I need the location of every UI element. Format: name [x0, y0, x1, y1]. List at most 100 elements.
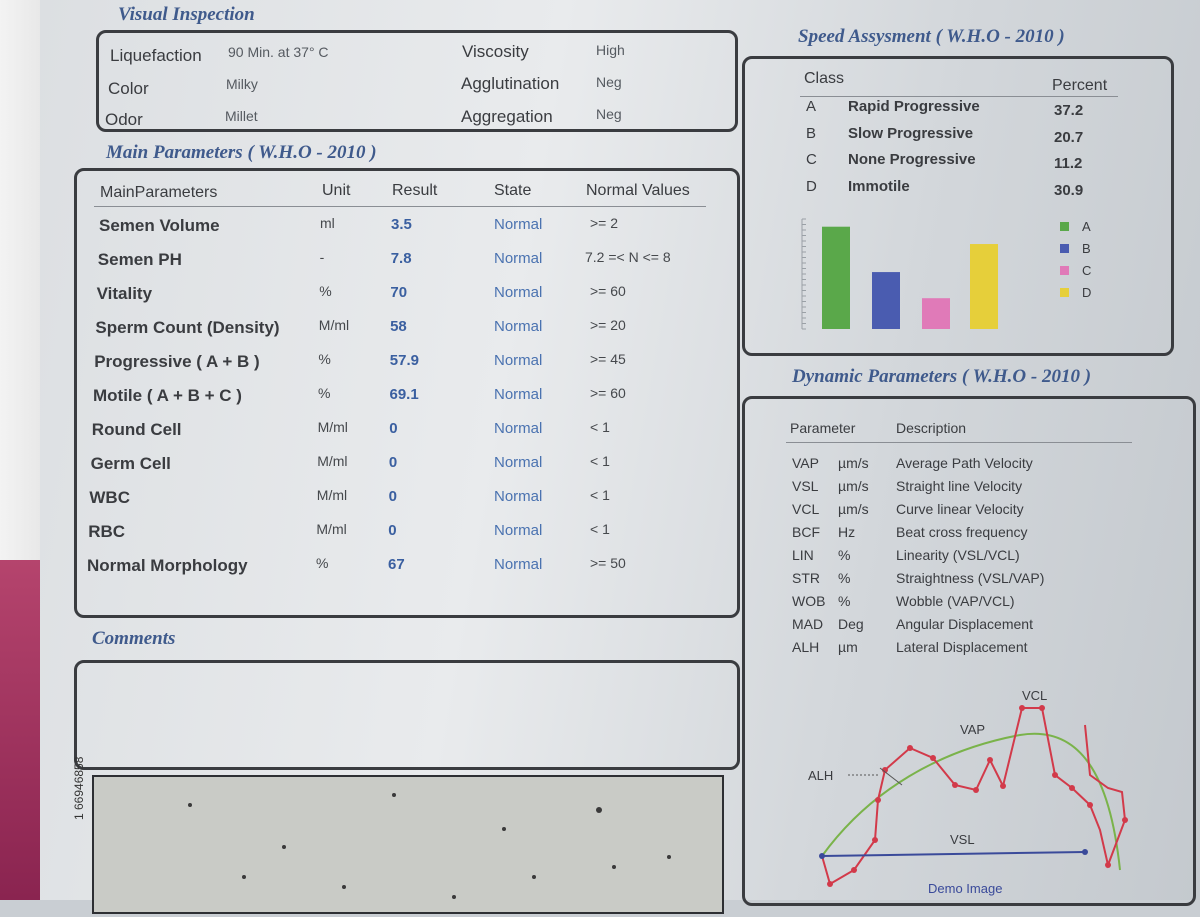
dynamic-param-code: VSL — [792, 478, 819, 494]
param-result: 0 — [388, 522, 397, 539]
dynamic-param-unit: µm/s — [838, 501, 869, 517]
param-unit: M/ml — [316, 521, 347, 537]
param-result: 3.5 — [391, 216, 412, 233]
speed-header-divider — [800, 96, 1118, 97]
speed-class-percent: 20.7 — [1054, 128, 1084, 146]
param-unit: % — [316, 555, 329, 571]
param-unit: M/ml — [317, 453, 348, 469]
dynamic-param-code: LIN — [792, 547, 814, 563]
param-state: Normal — [494, 522, 543, 539]
microscope-specks — [188, 793, 671, 899]
class-header: Class — [804, 70, 845, 87]
param-unit: % — [318, 385, 331, 401]
param-result: 0 — [388, 488, 397, 505]
alh-label: ALH — [808, 768, 833, 783]
vcl-point — [1087, 802, 1093, 808]
vcl-point — [882, 767, 888, 773]
description-header: Description — [896, 420, 967, 436]
main-parameters-title: Main Parameters ( W.H.O - 2010 ) — [106, 142, 377, 163]
visual-inspection-title: Visual Inspection — [118, 4, 255, 25]
bar-b — [872, 272, 900, 329]
param-normal-value: < 1 — [590, 487, 610, 503]
param-normal-value: < 1 — [590, 453, 610, 469]
header-divider — [94, 206, 706, 207]
param-result: 67 — [388, 556, 405, 573]
param-state: Normal — [494, 216, 543, 233]
color-label: Color — [108, 79, 149, 98]
dynamic-header-divider — [786, 442, 1132, 443]
vcl-point — [827, 881, 833, 887]
param-normal-value: >= 45 — [590, 351, 626, 367]
agglutination-label: Agglutination — [461, 74, 560, 93]
comments-title: Comments — [92, 628, 176, 649]
header-result: Result — [392, 182, 438, 199]
dynamic-param-description: Wobble (VAP/VCL) — [896, 593, 1015, 609]
header-unit: Unit — [322, 182, 351, 199]
motion-diagram: VCL VAP ALH VSL Demo Image — [808, 688, 1128, 896]
speck — [342, 885, 346, 889]
dynamic-param-unit: % — [838, 593, 851, 609]
dynamic-param-unit: Deg — [838, 616, 864, 632]
header-mainparameters: MainParameters — [100, 184, 218, 201]
dynamic-parameters-title: Dynamic Parameters ( W.H.O - 2010 ) — [792, 366, 1092, 387]
param-name: RBC — [88, 522, 126, 541]
speed-class-label: None Progressive — [848, 151, 976, 168]
serial-number: 1 66946858 — [72, 756, 86, 820]
param-normal-value: >= 60 — [590, 283, 626, 299]
speed-class-percent: 37.2 — [1054, 102, 1084, 119]
param-result: 58 — [390, 318, 407, 335]
speed-class-percent: 30.9 — [1054, 181, 1084, 199]
comments-box — [74, 660, 740, 770]
vcl-point — [987, 757, 993, 763]
param-name: Progressive ( A + B ) — [94, 352, 260, 371]
vcl-point — [930, 755, 936, 761]
vcl-point — [851, 867, 857, 873]
dynamic-param-description: Lateral Displacement — [896, 639, 1028, 655]
dynamic-param-code: BCF — [792, 524, 820, 540]
speed-class-code: A — [806, 98, 817, 115]
speed-class-label: Immotile — [848, 177, 910, 195]
vsl-end — [1082, 849, 1088, 855]
param-state: Normal — [494, 488, 543, 505]
dynamic-param-unit: % — [838, 547, 851, 563]
param-result: 57.9 — [389, 352, 419, 369]
vcl-points — [827, 705, 1128, 887]
param-name: Semen Volume — [99, 216, 220, 235]
speed-class-label: Slow Progressive — [848, 124, 974, 142]
dynamic-param-description: Average Path Velocity — [896, 455, 1033, 471]
param-unit: M/ml — [316, 487, 348, 503]
vsl-line — [821, 851, 1086, 857]
dynamic-param-description: Angular Displacement — [896, 616, 1033, 632]
param-normal-value: >= 50 — [590, 555, 626, 571]
bar-a — [822, 226, 850, 329]
param-unit: M/ml — [318, 317, 350, 333]
vcl-point — [1052, 772, 1058, 778]
param-state: Normal — [494, 454, 543, 471]
speck — [502, 827, 506, 831]
param-state: Normal — [494, 352, 543, 369]
microscope-image — [92, 775, 724, 914]
speck — [452, 895, 456, 899]
parameter-header: Parameter — [790, 420, 856, 436]
param-state: Normal — [494, 318, 543, 335]
speed-class-label: Rapid Progressive — [848, 98, 980, 115]
dynamic-param-unit: % — [838, 570, 851, 586]
param-state: Normal — [494, 250, 543, 267]
vcl-point — [907, 745, 913, 751]
dynamic-param-unit: µm — [838, 639, 858, 655]
legend-label-d: D — [1082, 285, 1091, 300]
speck — [282, 845, 286, 849]
param-result: 70 — [390, 284, 408, 301]
vcl-point — [1000, 783, 1006, 789]
param-result: 69.1 — [389, 386, 419, 403]
vcl-point — [875, 797, 881, 803]
dynamic-param-description: Linearity (VSL/VCL) — [896, 547, 1020, 563]
dynamic-param-unit: µm/s — [838, 478, 869, 494]
dynamic-param-unit: Hz — [838, 524, 856, 540]
dynamic-param-code: STR — [792, 570, 820, 586]
speed-class-code: D — [806, 177, 817, 195]
param-name: Normal Morphology — [87, 556, 248, 575]
param-state: Normal — [494, 420, 543, 437]
vcl-path — [821, 707, 1127, 886]
